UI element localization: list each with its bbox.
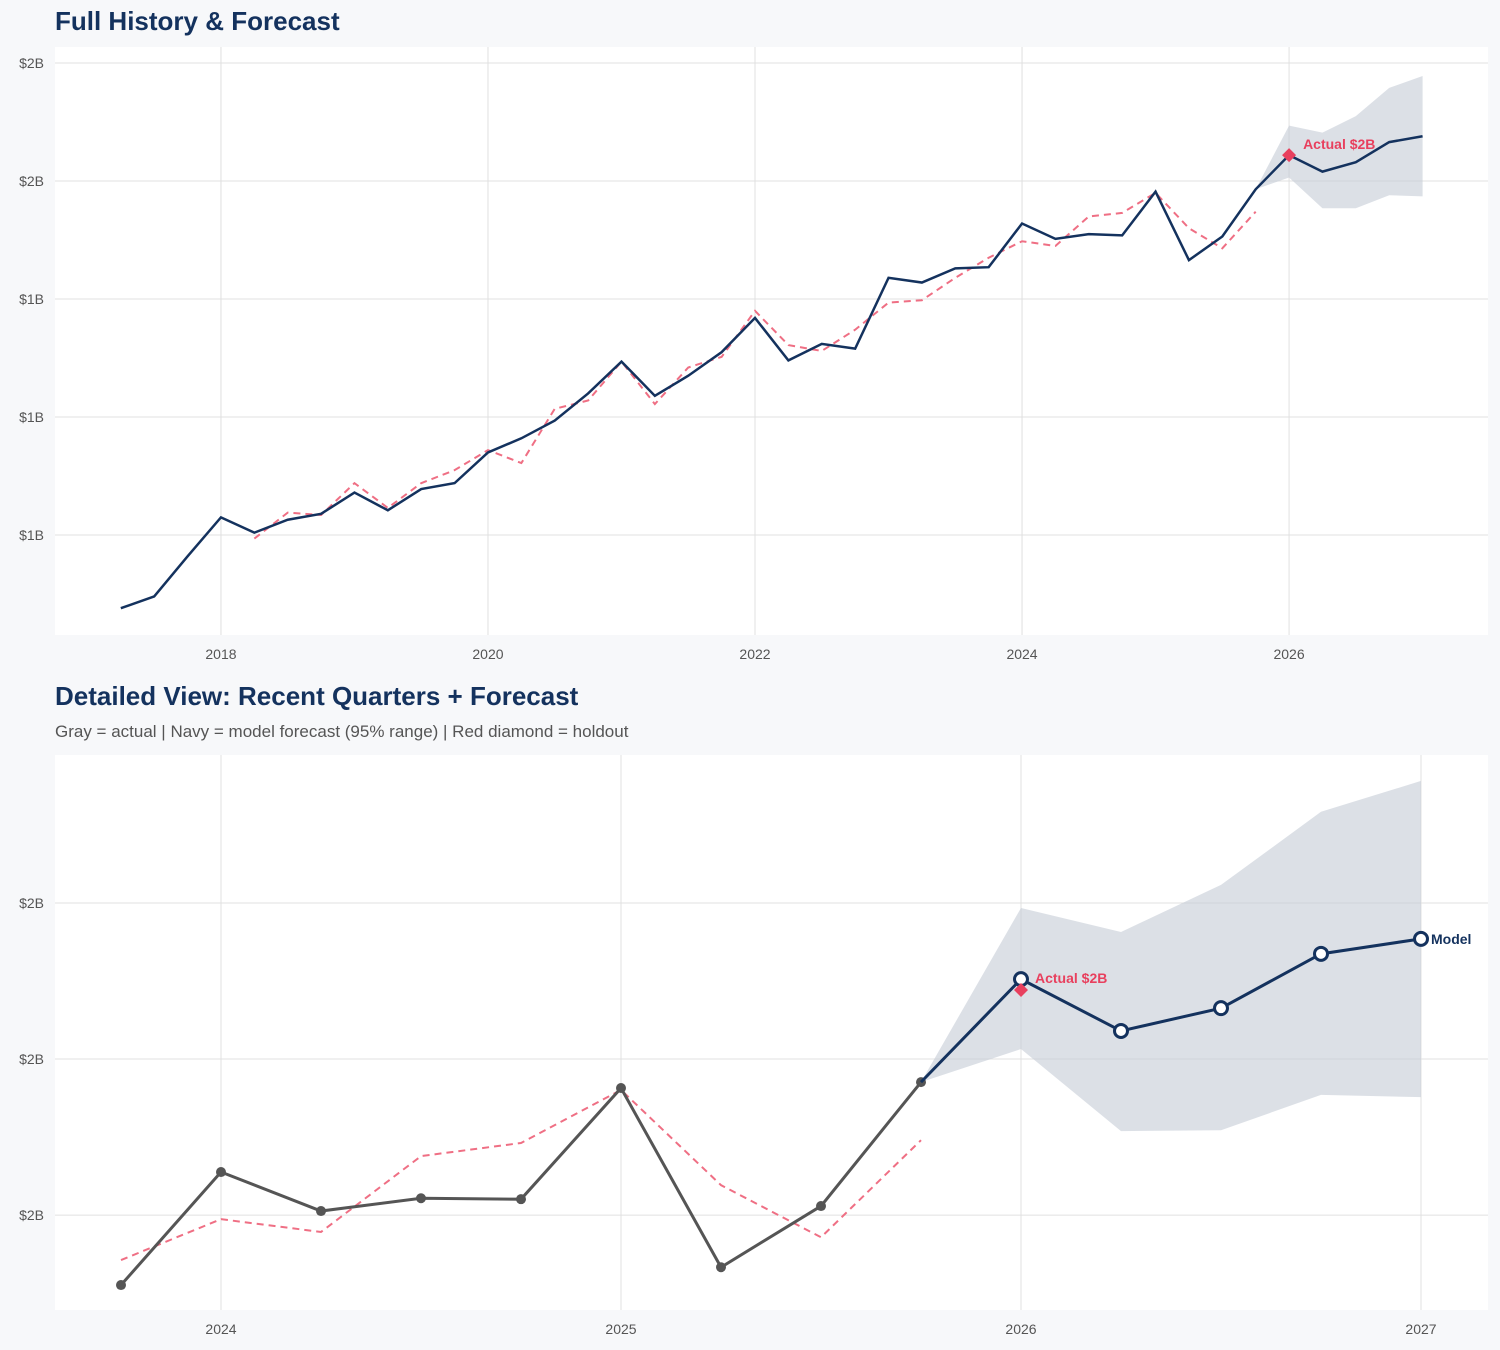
chart1-x-tick-label: 2026 bbox=[1005, 1321, 1036, 1337]
chart0-fitted-line bbox=[253, 191, 1257, 540]
bottom-chart-subtitle: Gray = actual | Navy = model forecast (9… bbox=[55, 722, 629, 741]
chart1-actual-point bbox=[316, 1206, 326, 1217]
chart1-forecast-band bbox=[921, 780, 1421, 1132]
chart0-y-tick-label: $1B bbox=[19, 527, 44, 543]
chart1-x-tick-label: 2025 bbox=[605, 1321, 636, 1337]
chart0-model-line bbox=[120, 134, 1423, 610]
chart1-actual-point bbox=[616, 1083, 626, 1094]
chart0-y-tick-label: $2B bbox=[19, 173, 44, 189]
chart1-model-point bbox=[1113, 1022, 1129, 1039]
chart1-actual-point bbox=[416, 1193, 426, 1204]
chart1-model-point bbox=[1413, 930, 1429, 947]
chart1-holdout-label: Actual $2B bbox=[1035, 970, 1107, 986]
chart1-model-point bbox=[1213, 1000, 1229, 1017]
chart1-model-label: Model bbox=[1431, 931, 1471, 947]
chart1-model-line bbox=[919, 937, 1422, 1084]
chart0-holdout-label: Actual $2B bbox=[1303, 136, 1375, 152]
top-chart-title: Full History & Forecast bbox=[55, 6, 340, 36]
chart1-actual-point bbox=[216, 1167, 226, 1178]
chart1-x-tick-label: 2024 bbox=[205, 1321, 236, 1337]
chart0-x-tick-label: 2026 bbox=[1273, 646, 1304, 662]
chart1-model-point bbox=[1313, 945, 1329, 962]
chart0-holdout-diamond bbox=[1282, 148, 1297, 163]
chart1-y-tick-label: $2B bbox=[19, 895, 44, 911]
chart0-x-tick-label: 2022 bbox=[739, 646, 770, 662]
chart0-x-tick-label: 2020 bbox=[472, 646, 503, 662]
chart1-x-tick-label: 2027 bbox=[1405, 1321, 1436, 1337]
chart1-actual-point bbox=[116, 1280, 126, 1291]
chart0-forecast-band bbox=[1255, 76, 1423, 209]
chart1-y-tick-label: $2B bbox=[19, 1207, 44, 1223]
chart1-actual-point bbox=[516, 1194, 526, 1205]
chart0-y-tick-label: $1B bbox=[19, 409, 44, 425]
chart0-y-tick-label: $2B bbox=[19, 55, 44, 71]
chart1-actual-point bbox=[716, 1262, 726, 1273]
chart0-y-tick-label: $1B bbox=[19, 291, 44, 307]
chart0-x-tick-label: 2018 bbox=[205, 646, 236, 662]
bottom-chart-title: Detailed View: Recent Quarters + Forecas… bbox=[55, 681, 579, 711]
chart1-actual-point bbox=[816, 1201, 826, 1212]
chart1-holdout-diamond bbox=[1014, 983, 1028, 998]
chart0-x-tick-label: 2024 bbox=[1006, 646, 1037, 662]
chart1-y-tick-label: $2B bbox=[19, 1051, 44, 1067]
chart1-fitted-line bbox=[120, 1088, 922, 1261]
chart0-plot-area bbox=[55, 47, 1488, 635]
